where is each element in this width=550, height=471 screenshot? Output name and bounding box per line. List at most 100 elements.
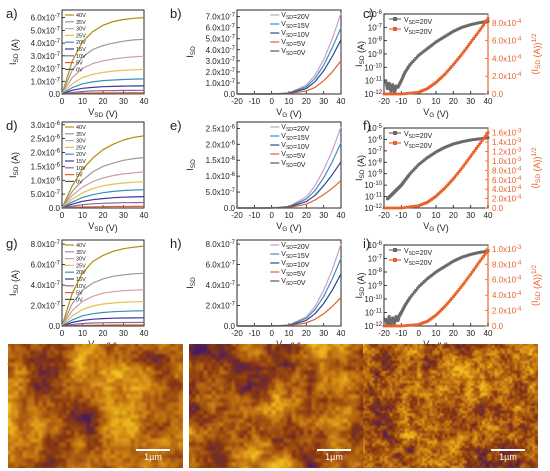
data-point — [414, 91, 418, 94]
data-point — [394, 324, 397, 328]
x-tick-label: -10 — [396, 329, 408, 338]
x-tick-label: 0 — [269, 97, 274, 106]
legend-label: VSD=15V — [281, 251, 310, 260]
y-tick-label: 2.0x10-6 — [31, 149, 61, 158]
data-point — [453, 293, 457, 297]
data-point — [453, 61, 457, 65]
y-tick-label: 10-10 — [364, 181, 382, 190]
data-point — [444, 34, 448, 38]
legend-label: 40V — [76, 243, 86, 249]
data-point — [451, 63, 455, 67]
legend-label: VSD=20V — [404, 141, 433, 150]
y2-tick-label: 1.6x10-3 — [492, 129, 522, 138]
x-axis-label: VG (V) — [423, 221, 449, 233]
data-point — [460, 284, 464, 288]
x-tick-label: 40 — [140, 329, 149, 338]
data-point — [402, 92, 406, 96]
data-point — [425, 156, 429, 160]
data-point — [473, 148, 477, 152]
y-axis-label: ISD (A) — [8, 270, 20, 296]
data-point — [417, 323, 421, 326]
data-point — [443, 73, 447, 76]
data-point — [382, 324, 386, 328]
data-point — [459, 256, 462, 260]
data-point — [408, 323, 412, 327]
data-point — [460, 52, 464, 56]
panel-label-d: d) — [6, 118, 18, 133]
data-point — [467, 156, 471, 160]
y-tick-label: 6.0x10-7 — [31, 261, 61, 270]
data-point — [473, 35, 477, 39]
data-point — [451, 142, 455, 146]
legend-label: VSD=5V — [281, 39, 306, 48]
data-point — [431, 196, 435, 200]
data-point — [464, 160, 468, 164]
data-point — [415, 55, 419, 59]
data-point — [472, 37, 475, 40]
data-point — [456, 289, 460, 293]
y-tick-label: 0.0 — [49, 204, 61, 213]
data-point — [441, 188, 445, 191]
y-tick-label: 3.0x10-7 — [206, 57, 236, 66]
x-tick-label: 10 — [432, 211, 441, 220]
data-point — [433, 314, 436, 318]
data-point — [473, 138, 477, 141]
data-point — [408, 205, 412, 209]
data-point — [440, 37, 444, 40]
legend-label: 15V — [76, 47, 86, 53]
data-point — [438, 148, 442, 152]
data-point — [460, 140, 464, 144]
data-point — [463, 139, 467, 143]
data-point — [424, 201, 428, 205]
data-point — [473, 22, 477, 26]
x-tick-label: -20 — [378, 211, 390, 220]
data-point — [436, 312, 439, 316]
y2-tick-label: 4.0x10-4 — [492, 185, 522, 194]
data-point — [462, 50, 465, 54]
data-point — [387, 315, 391, 318]
data-point — [451, 29, 455, 33]
plot-frame — [61, 121, 145, 209]
data-point — [437, 310, 441, 314]
data-point — [441, 146, 445, 150]
data-point — [466, 276, 470, 280]
data-point — [457, 27, 461, 31]
legend-label: VSD=20V — [404, 248, 433, 257]
data-point — [475, 264, 478, 268]
data-point — [464, 254, 468, 258]
legend-label: 30V — [76, 27, 86, 33]
y2-tick-label: 1.0x10-3 — [492, 157, 522, 166]
data-point — [453, 259, 457, 262]
data-point — [428, 198, 432, 202]
data-point — [433, 271, 436, 275]
data-point — [449, 66, 452, 70]
y-axis-label: ISD — [185, 277, 197, 289]
x-tick-label: 10 — [78, 97, 87, 106]
data-point — [417, 163, 421, 166]
series-line — [61, 135, 145, 209]
data-point — [450, 143, 454, 146]
data-point — [428, 317, 432, 321]
data-point — [470, 22, 474, 26]
data-point — [430, 153, 434, 157]
data-point — [447, 300, 451, 304]
data-point — [457, 257, 461, 260]
legend-marker — [393, 141, 397, 145]
y-tick-label: 10-10 — [364, 63, 382, 72]
data-point — [437, 192, 441, 195]
legend-label: VSD=20V — [404, 258, 433, 267]
legend-label: 5V — [76, 61, 83, 67]
data-point — [463, 25, 467, 28]
panel-label-h: h) — [170, 236, 182, 251]
data-point — [477, 29, 481, 33]
y-tick-label: 2.0x10-7 — [31, 302, 61, 311]
data-point — [391, 92, 395, 96]
data-point — [464, 278, 468, 282]
data-point — [462, 282, 465, 286]
y-tick-label: 2.0x10-6 — [206, 140, 236, 149]
x-tick-label: 40 — [484, 329, 493, 338]
scale-bar — [491, 449, 525, 451]
y-axis-label: ISD (A) — [8, 39, 20, 65]
legend-marker — [393, 131, 397, 135]
afm-image-l: 1µm — [363, 344, 538, 468]
